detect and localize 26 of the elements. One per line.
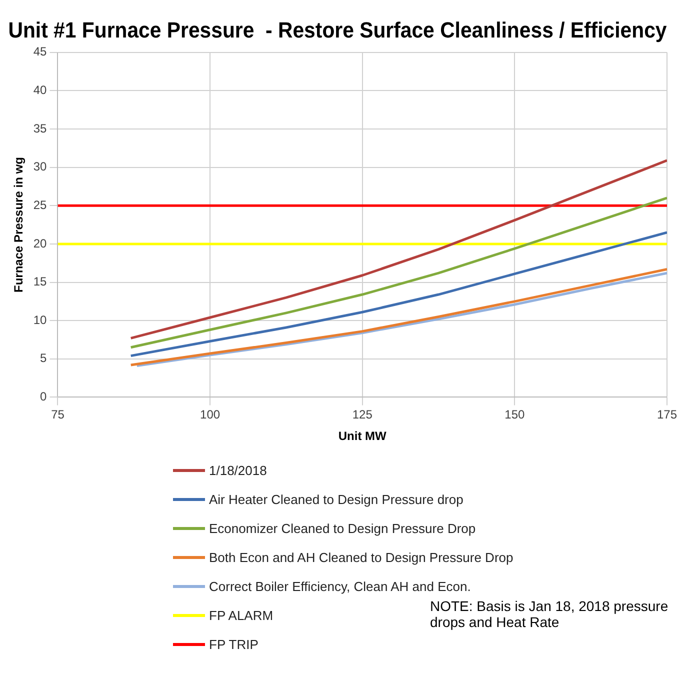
x-tick-label: 125: [352, 408, 373, 422]
legend-label: 1/18/2018: [209, 463, 267, 478]
y-tick-label: 45: [33, 44, 48, 59]
legend-label: Both Econ and AH Cleaned to Design Pressure Drop: [209, 550, 514, 565]
y-tick-label: 40: [33, 83, 48, 98]
y-axis-title: Furnace Pressure in wg: [12, 157, 26, 292]
legend-label: FP TRIP: [209, 637, 258, 652]
x-tick-label: 100: [200, 408, 220, 422]
chart-title: Unit #1 Furnace Pressure - Restore Surface Cleanliness / Efficiency: [8, 18, 667, 42]
text: NOTE: Basis is Jan 18, 2018 pressure drops and Heat Rate: [430, 598, 670, 630]
legend-label: Economizer Cleaned to Design Pressure Drop: [209, 521, 476, 536]
y-tick-label: 5: [40, 351, 48, 366]
y-tick-label: 35: [33, 121, 48, 136]
y-tick-label: 15: [33, 274, 48, 289]
legend-label: Correct Boiler Efficiency, Clean AH and Econ.: [209, 579, 471, 594]
legend-label: FP ALARM: [209, 608, 274, 623]
y-tick-label: 10: [33, 312, 48, 327]
x-axis-title: Unit MW: [338, 429, 388, 444]
y-tick-label: 0: [40, 390, 48, 404]
x-tick-label: 75: [51, 408, 65, 422]
legend-label: Air Heater Cleaned to Design Pressure drop: [209, 492, 464, 507]
y-tick-label: 30: [33, 160, 48, 174]
y-tick-label: 25: [33, 198, 48, 212]
x-tick-label: 175: [656, 408, 678, 422]
y-tick-label: 20: [33, 236, 48, 250]
x-tick-label: 150: [504, 408, 526, 422]
